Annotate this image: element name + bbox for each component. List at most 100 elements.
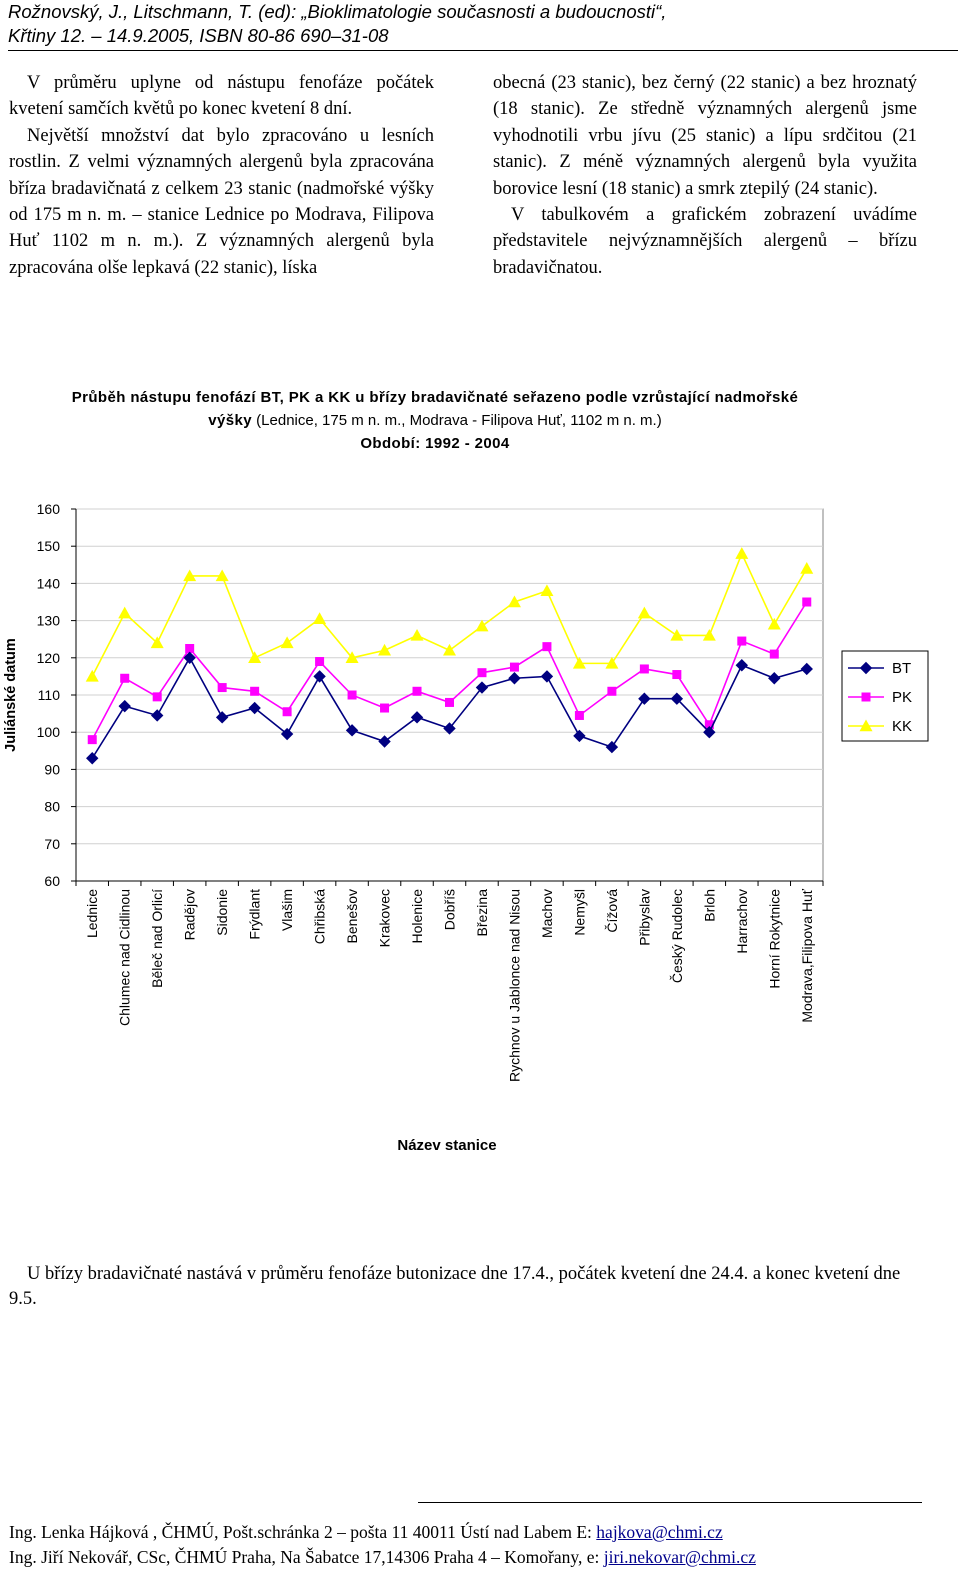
point-pk bbox=[639, 664, 649, 674]
legend-marker-pk bbox=[861, 692, 871, 702]
left-paragraph-2: Největší množství dat bylo zpracováno u … bbox=[9, 125, 434, 278]
running-header: Rožnovský, J., Litschmann, T. (ed): „Bio… bbox=[8, 0, 958, 48]
email-link-hajkova[interactable]: hajkova@chmi.cz bbox=[596, 1522, 723, 1542]
x-tick-label: Sidonie bbox=[214, 889, 230, 936]
point-bt bbox=[118, 699, 131, 713]
y-tick-label: 60 bbox=[44, 873, 60, 889]
point-pk bbox=[769, 649, 779, 659]
x-tick-label: Březina bbox=[474, 889, 490, 937]
x-tick-label: Harrachov bbox=[734, 889, 750, 954]
x-tick-label: Krakovec bbox=[377, 889, 393, 947]
point-kk bbox=[540, 584, 554, 597]
point-pk bbox=[185, 644, 195, 653]
y-tick-label: 70 bbox=[44, 836, 60, 852]
phenology-chart: 60 70 80 90 100 110 120 130 140 150 160 Lednice Chlu… bbox=[3, 501, 929, 1154]
point-pk bbox=[87, 735, 97, 745]
point-kk bbox=[605, 656, 619, 669]
point-kk bbox=[507, 595, 521, 608]
point-pk bbox=[477, 668, 487, 678]
y-axis-title: Juliánské datum bbox=[3, 638, 19, 752]
point-kk bbox=[475, 619, 489, 632]
x-tick-label: Běleč nad Orlicí bbox=[149, 889, 165, 988]
point-kk bbox=[248, 651, 262, 663]
legend-label-kk: KK bbox=[892, 718, 912, 735]
chart-subtitle: Období: 1992 - 2004 bbox=[360, 435, 510, 452]
point-kk bbox=[443, 643, 456, 656]
point-pk bbox=[217, 683, 227, 693]
point-kk bbox=[410, 628, 424, 641]
point-bt bbox=[410, 711, 424, 724]
left-column: V průměru uplyne od nástupu fenofáze poč… bbox=[9, 70, 434, 281]
x-tick-label: Přibyslav bbox=[636, 889, 652, 946]
point-bt bbox=[703, 725, 716, 739]
conclusion: U břízy bradavičnaté nastává v průměru f… bbox=[9, 1262, 929, 1312]
point-bt bbox=[313, 670, 326, 683]
legend-label-pk: PK bbox=[892, 689, 912, 706]
point-pk bbox=[607, 686, 617, 696]
point-pk bbox=[412, 686, 422, 696]
point-kk bbox=[735, 547, 749, 559]
point-kk bbox=[150, 636, 164, 649]
x-tick-label: Brloh bbox=[701, 889, 717, 922]
x-tick-label: Holenice bbox=[409, 889, 425, 944]
point-pk bbox=[250, 686, 260, 696]
x-tick-label: Dobříš bbox=[442, 889, 458, 930]
header-rule bbox=[8, 50, 958, 51]
point-kk bbox=[118, 606, 132, 619]
point-pk bbox=[152, 692, 162, 702]
point-bt bbox=[378, 735, 391, 748]
x-tick-label: Modrava,Filipova Huť bbox=[799, 888, 815, 1022]
x-tick-label: Radějov bbox=[182, 889, 198, 940]
x-tick-label: Rychnov u Jablonce nad Nisou bbox=[506, 889, 522, 1082]
chart-title-bold: Průběh nástupu fenofází BT, PK a KK u bř… bbox=[71, 389, 799, 429]
x-tick-label: Horní Rokytnice bbox=[766, 889, 782, 989]
point-pk bbox=[542, 642, 552, 652]
y-tick-label: 130 bbox=[37, 613, 61, 629]
point-kk bbox=[183, 569, 197, 582]
point-pk bbox=[509, 662, 519, 672]
right-column: obecná (23 stanic), bez černý (22 stanic… bbox=[493, 70, 917, 281]
x-tick-label: Vlašim bbox=[279, 889, 295, 931]
y-tick-label: 140 bbox=[37, 575, 61, 591]
point-kk bbox=[572, 656, 586, 669]
legend-marker-bt bbox=[859, 661, 873, 675]
point-bt bbox=[475, 681, 489, 694]
footer: Ing. Lenka Hájková , ČHMÚ, Pošt.schránka… bbox=[9, 1520, 939, 1570]
point-bt bbox=[215, 711, 229, 724]
point-bt bbox=[443, 722, 456, 735]
point-kk bbox=[215, 569, 229, 582]
point-kk bbox=[800, 562, 814, 574]
y-tick-label: 80 bbox=[44, 799, 60, 815]
point-bt bbox=[540, 670, 554, 683]
email-link-nekovar[interactable]: jiri.nekovar@chmi.cz bbox=[603, 1547, 756, 1567]
point-bt bbox=[150, 709, 164, 722]
legend-label-bt: BT bbox=[892, 660, 911, 677]
point-pk bbox=[445, 697, 454, 707]
point-bt bbox=[768, 672, 781, 685]
x-tick-label: Benešov bbox=[344, 889, 360, 943]
footer-line-1: Ing. Lenka Hájková , ČHMÚ, Pošt.schránka… bbox=[9, 1520, 939, 1545]
legend-box bbox=[841, 650, 929, 742]
left-paragraph-1: V průměru uplyne od nástupu fenofáze poč… bbox=[9, 73, 434, 120]
x-tick-label: Chlumec nad Cidlinou bbox=[117, 889, 133, 1026]
chart-title: Průběh nástupu fenofází BT, PK a KK u bř… bbox=[60, 386, 810, 455]
point-bt bbox=[573, 729, 586, 743]
point-kk bbox=[702, 628, 716, 641]
point-kk bbox=[670, 628, 684, 641]
y-tick-label: 120 bbox=[37, 650, 61, 666]
point-kk bbox=[85, 669, 99, 682]
conclusion-text: U břízy bradavičnaté nastává v průměru f… bbox=[9, 1264, 901, 1309]
point-bt bbox=[183, 651, 196, 665]
right-paragraph-2: V tabulkovém a grafickém zobrazení uvádí… bbox=[493, 205, 917, 278]
point-pk bbox=[347, 690, 357, 700]
x-tick-label: Nemyšl bbox=[571, 889, 587, 936]
footer-line-1-text: Ing. Lenka Hájková , ČHMÚ, Pošt.schránka… bbox=[9, 1522, 597, 1542]
x-tick-label: Lednice bbox=[84, 889, 100, 938]
point-bt bbox=[638, 692, 651, 705]
x-tick-label: Český Rudolec bbox=[669, 889, 685, 983]
point-bt bbox=[280, 727, 294, 741]
point-bt bbox=[248, 701, 261, 715]
point-pk bbox=[802, 597, 812, 607]
y-tick-label: 110 bbox=[38, 687, 61, 703]
point-kk bbox=[767, 617, 781, 630]
